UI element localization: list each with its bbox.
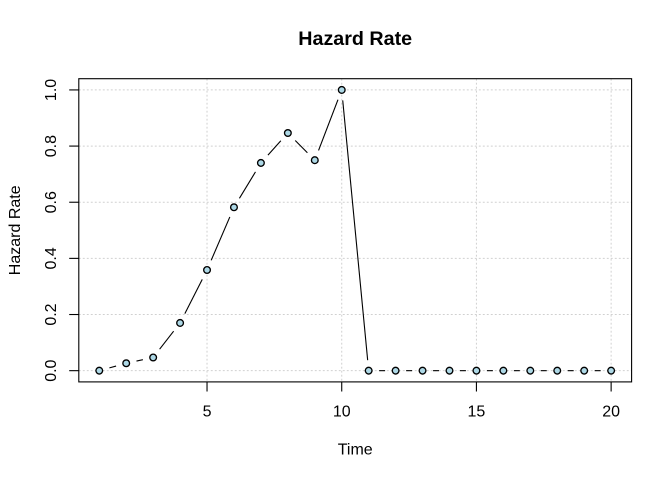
svg-text:10: 10	[333, 404, 351, 421]
svg-text:5: 5	[203, 404, 212, 421]
svg-text:0.6: 0.6	[43, 191, 60, 213]
svg-text:Time: Time	[338, 442, 373, 459]
svg-text:0.0: 0.0	[43, 359, 60, 381]
svg-text:0.8: 0.8	[43, 135, 60, 157]
svg-text:Hazard Rate: Hazard Rate	[7, 185, 24, 275]
svg-text:0.4: 0.4	[43, 247, 60, 269]
svg-text:0.2: 0.2	[43, 303, 60, 325]
svg-text:15: 15	[468, 404, 486, 421]
svg-text:1.0: 1.0	[43, 79, 60, 101]
svg-text:Hazard Rate: Hazard Rate	[298, 28, 412, 50]
svg-text:20: 20	[602, 404, 620, 421]
